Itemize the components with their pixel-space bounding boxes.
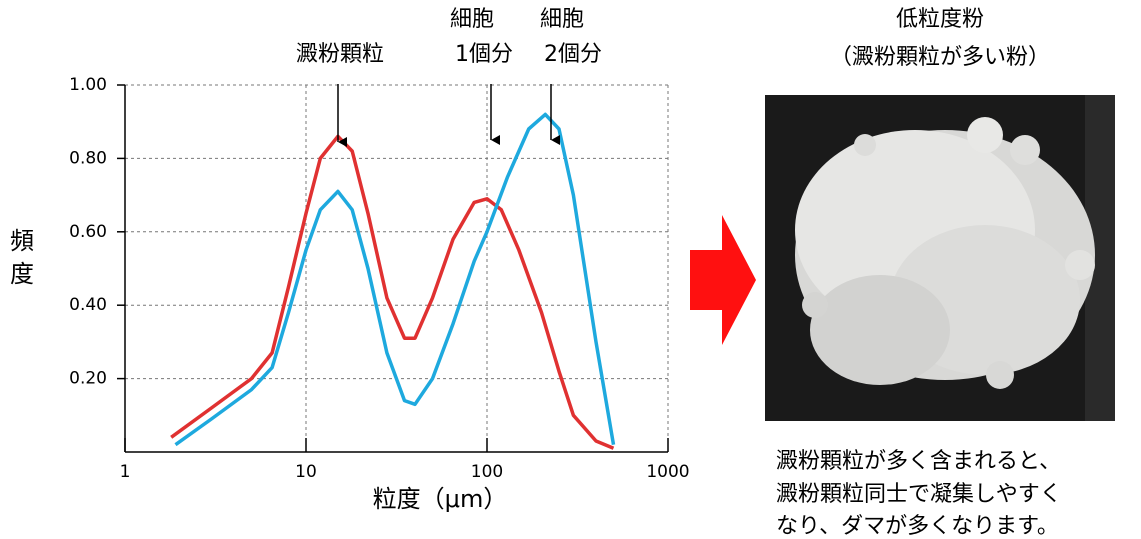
caption: 澱粉顆粒同士で凝集しやすく bbox=[776, 482, 1062, 507]
photo-title: 低粒度粉 bbox=[896, 7, 984, 32]
y-tick-label: 0.20 bbox=[69, 369, 107, 389]
y-tick-label: 0.40 bbox=[69, 295, 107, 315]
y-tick-label: 0.80 bbox=[69, 148, 107, 168]
caption: 澱粉顆粒が多く含まれると、 bbox=[776, 449, 1061, 474]
series-line bbox=[176, 114, 614, 444]
page: 0.20 0.40 0.60 0.80 1.00 1 10 100 1000 澱粉顆粒 細胞 1… bbox=[0, 0, 1141, 539]
annotation: 澱粉顆粒 bbox=[296, 42, 384, 67]
x-tick-label: 100 bbox=[471, 462, 503, 482]
y-axis-label: 頻 bbox=[10, 227, 34, 255]
photo bbox=[765, 95, 1115, 421]
arrow bbox=[690, 215, 756, 345]
annotation: 細胞 bbox=[450, 7, 494, 32]
x-tick-label: 1 bbox=[120, 462, 131, 482]
y-axis-label: 度 bbox=[10, 260, 34, 288]
annotation: 1個分 bbox=[455, 42, 513, 67]
x-tick-label: 1000 bbox=[646, 462, 689, 482]
photo-title: （澱粉顆粒が多い粉） bbox=[830, 45, 1050, 70]
x-tick-label: 10 bbox=[295, 462, 317, 482]
annotation: 細胞 bbox=[540, 7, 584, 32]
caption: なり、ダマが多くなります。 bbox=[776, 514, 1059, 539]
x-axis-label: 粒度（μm） bbox=[373, 485, 508, 513]
annotation: 2個分 bbox=[544, 42, 602, 67]
plot: 0.20 0.40 0.60 0.80 1.00 1 10 100 1000 bbox=[69, 75, 689, 482]
y-tick-label: 0.60 bbox=[69, 222, 107, 242]
y-tick-label: 1.00 bbox=[69, 75, 107, 95]
